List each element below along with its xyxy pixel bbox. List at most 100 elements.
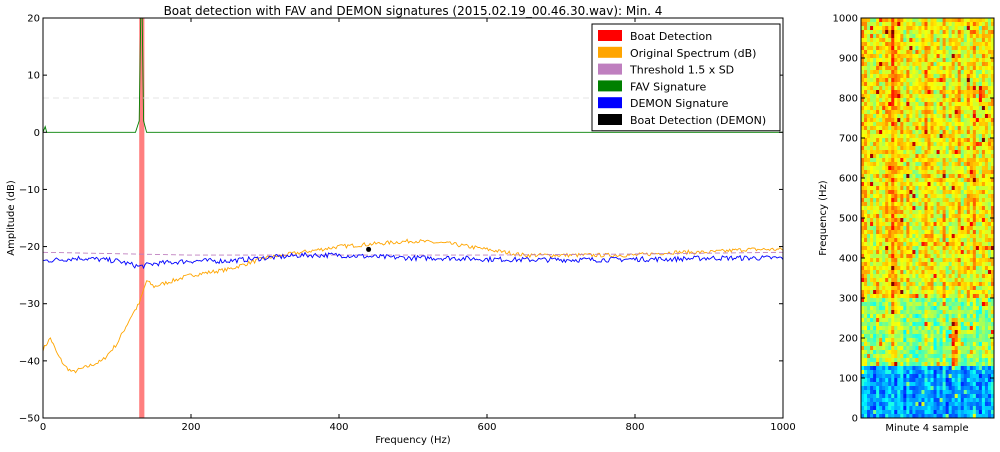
- spectrogram-cell: [990, 46, 994, 51]
- spectrogram-cell: [903, 214, 907, 219]
- spectrogram-cell: [936, 222, 940, 227]
- spectrogram-cell: [891, 78, 895, 83]
- spectrogram-cell: [954, 166, 959, 171]
- spectrogram-cell: [903, 78, 907, 83]
- spectrogram-cell: [969, 222, 974, 227]
- spectrogram-cell: [945, 254, 950, 259]
- spectrogram-cell: [894, 398, 898, 403]
- spectrogram-cell: [939, 246, 944, 251]
- spectrogram-cell: [972, 218, 977, 223]
- spectrogram-cell: [918, 370, 922, 375]
- spectrogram-cell: [972, 242, 977, 247]
- spectrogram-cell: [918, 106, 922, 111]
- spectrogram-cell: [966, 410, 971, 415]
- spectrogram-cell: [864, 282, 868, 287]
- spectrogram-cell: [912, 126, 916, 131]
- spectrogram-cell: [969, 354, 974, 359]
- spectrogram-cell: [861, 18, 865, 23]
- spectrogram-cell: [981, 326, 986, 331]
- spectrogram-cell: [891, 158, 895, 163]
- spectrogram-cell: [948, 102, 953, 107]
- spectrogram-cell: [966, 254, 971, 259]
- spectrogram-cell: [987, 86, 992, 91]
- spectrogram-cell: [969, 226, 974, 231]
- spectrogram-cell: [876, 354, 880, 359]
- spectrogram-cell: [885, 370, 889, 375]
- spectrogram-cell: [933, 142, 937, 147]
- spectrogram-cell: [966, 278, 971, 283]
- spectrogram-cell: [909, 318, 913, 323]
- spectrogram-cell: [861, 126, 865, 131]
- spectrogram-cell: [870, 134, 874, 139]
- spectrogram-cell: [963, 174, 968, 179]
- spectrogram-cell: [888, 178, 892, 183]
- spectrogram-cell: [870, 122, 874, 127]
- spectrogram-cell: [972, 170, 977, 175]
- spectrogram-cell: [975, 18, 980, 23]
- spectrogram-cell: [882, 62, 886, 67]
- spectrogram-cell: [909, 102, 913, 107]
- spectrogram-cell: [924, 130, 928, 135]
- spectrogram-cell: [879, 254, 883, 259]
- spectrogram-cell: [948, 110, 953, 115]
- spectrogram-cell: [990, 214, 994, 219]
- spectrogram-cell: [990, 370, 994, 375]
- spectrogram-cell: [933, 394, 937, 399]
- spectrogram-cell: [942, 106, 947, 111]
- spectrogram-cell: [927, 386, 931, 391]
- spectrogram-cell: [870, 42, 874, 47]
- spectrogram-cell: [963, 286, 968, 291]
- spectrogram-cell: [900, 230, 904, 235]
- spectrogram-cell: [972, 366, 977, 371]
- spectrogram-cell: [876, 102, 880, 107]
- spectrogram-cell: [873, 314, 877, 319]
- spectrogram-cell: [882, 346, 886, 351]
- spectrogram-cell: [984, 122, 989, 127]
- spectrogram-cell: [945, 106, 950, 111]
- spectrogram-cell: [936, 18, 940, 23]
- spectrogram-cell: [957, 398, 962, 403]
- spectrogram-cell: [963, 162, 968, 167]
- spectrogram-cell: [873, 294, 877, 299]
- spectrogram-cell: [873, 262, 877, 267]
- spectrogram-cell: [936, 62, 940, 67]
- spectrogram-cell: [864, 238, 868, 243]
- spectrogram-cell: [957, 106, 962, 111]
- spectrogram-cell: [987, 350, 992, 355]
- spectrogram-cell: [966, 310, 971, 315]
- spectrogram-cell: [990, 134, 994, 139]
- spectrogram-cell: [957, 334, 962, 339]
- spectrogram-cell: [939, 362, 944, 367]
- spectrogram-cell: [873, 370, 877, 375]
- spectrogram-cell: [975, 306, 980, 311]
- spectrogram-cell: [879, 202, 883, 207]
- spectrogram-cell: [936, 246, 940, 251]
- spectrogram-cell: [939, 394, 944, 399]
- spectrogram-cell: [954, 122, 959, 127]
- spectrogram-cell: [894, 258, 898, 263]
- spectrogram-cell: [891, 190, 895, 195]
- spectrogram-cell: [915, 74, 919, 79]
- spectrogram-cell: [990, 242, 994, 247]
- spectrogram-cell: [948, 306, 953, 311]
- spectrogram-cell: [903, 102, 907, 107]
- spectrogram-cell: [921, 382, 925, 387]
- spectrogram-cell: [927, 186, 931, 191]
- spectrogram-cell: [930, 150, 934, 155]
- spectrogram-cell: [924, 202, 928, 207]
- spectrogram-cell: [975, 318, 980, 323]
- spectrogram-cell: [867, 286, 871, 291]
- spectrogram-cell: [951, 142, 956, 147]
- spectrogram-cell: [897, 118, 901, 123]
- spectrogram-cell: [933, 146, 937, 151]
- spectrogram-cell: [861, 358, 865, 363]
- spectrogram-cell: [906, 346, 910, 351]
- spectrogram-cell: [912, 142, 916, 147]
- spectrogram-cell: [891, 354, 895, 359]
- spectrogram-cell: [867, 186, 871, 191]
- spectrogram-cell: [948, 270, 953, 275]
- spectrogram-cell: [942, 222, 947, 227]
- spectrogram-cell: [981, 118, 986, 123]
- spectrogram-cell: [948, 86, 953, 91]
- spectrogram-cell: [909, 62, 913, 67]
